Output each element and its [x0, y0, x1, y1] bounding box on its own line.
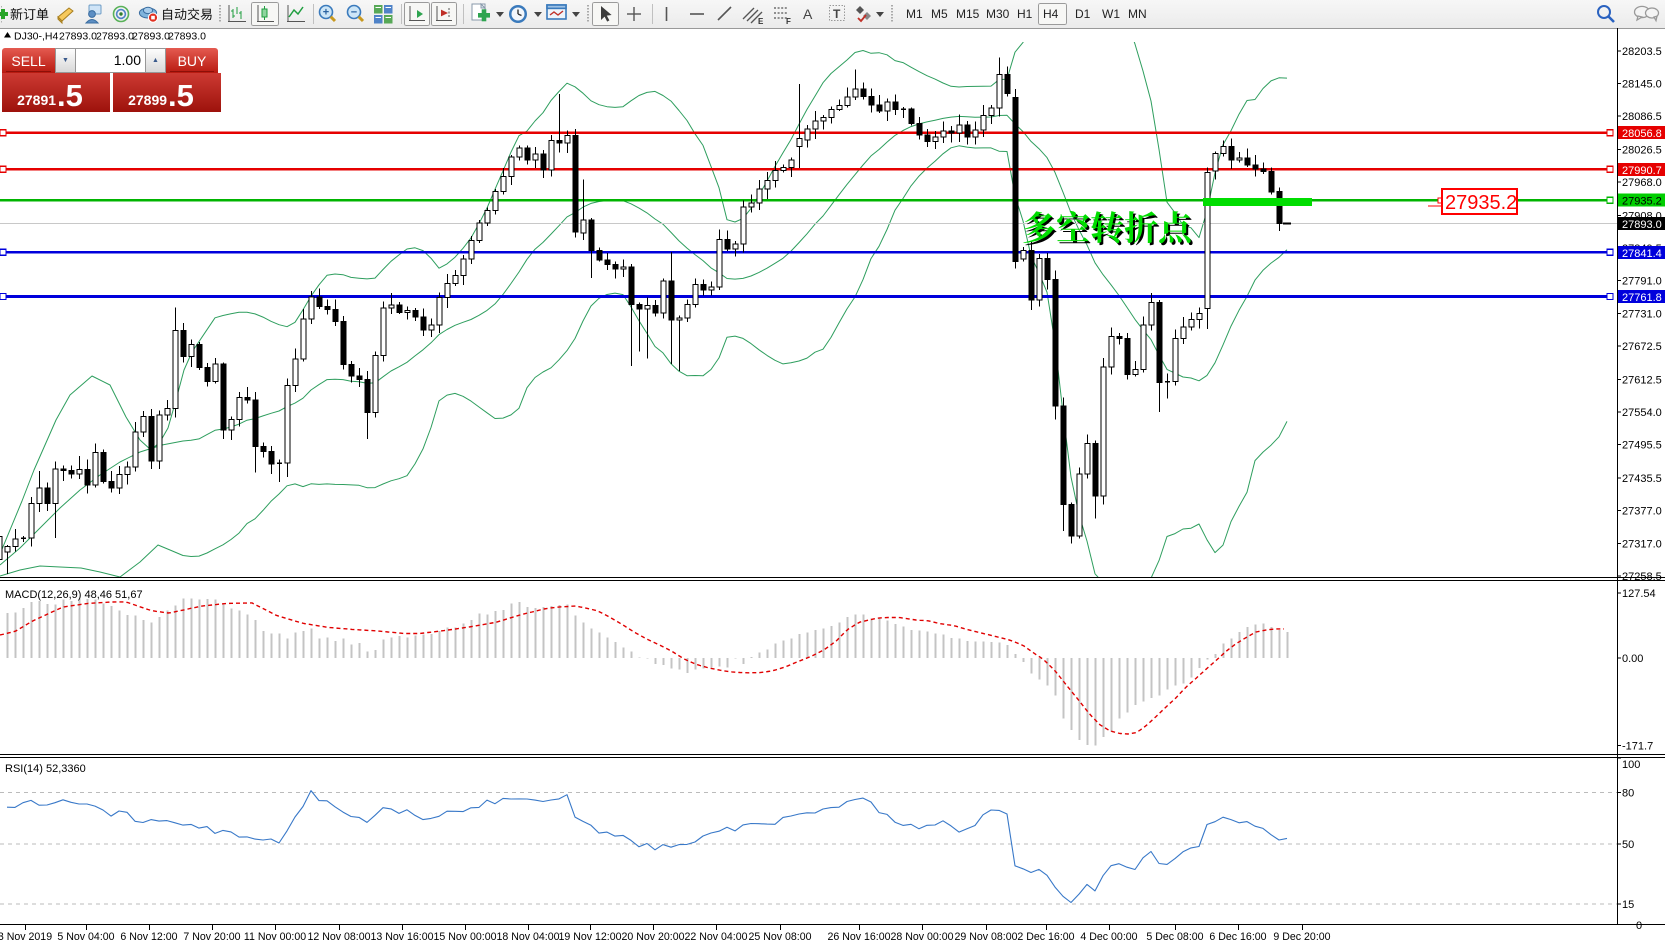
- svg-text:27935.2: 27935.2: [1622, 196, 1662, 208]
- svg-text:11 Nov 00:00: 11 Nov 00:00: [244, 931, 306, 943]
- svg-text:27968.0: 27968.0: [1622, 177, 1662, 189]
- svg-text:18 Nov 04:00: 18 Nov 04:00: [496, 931, 559, 943]
- svg-text:4 Dec 00:00: 4 Dec 00:00: [1080, 931, 1137, 943]
- svg-text:27554.0: 27554.0: [1622, 407, 1662, 419]
- svg-text:28086.5: 28086.5: [1622, 111, 1662, 123]
- svg-text:27612.5: 27612.5: [1622, 374, 1662, 386]
- svg-text:27893.0: 27893.0: [132, 31, 170, 43]
- svg-text:F: F: [786, 17, 791, 26]
- svg-text:0.00: 0.00: [1622, 653, 1643, 665]
- svg-text:19 Nov 12:00: 19 Nov 12:00: [558, 931, 621, 943]
- svg-text:27761.8: 27761.8: [1622, 292, 1662, 304]
- svg-text:27893.0: 27893.0: [1622, 219, 1662, 231]
- svg-text:E: E: [758, 17, 764, 26]
- svg-text:DJ30-,H4: DJ30-,H4: [14, 31, 59, 43]
- svg-text:T: T: [833, 7, 841, 21]
- svg-text:28056.8: 28056.8: [1622, 128, 1662, 140]
- svg-text:H4: H4: [1043, 7, 1059, 21]
- svg-text:M5: M5: [931, 7, 948, 21]
- svg-text:−: −: [351, 7, 357, 19]
- svg-text:28 Nov 00:00: 28 Nov 00:00: [890, 931, 953, 943]
- svg-text:5 Dec 08:00: 5 Dec 08:00: [1146, 931, 1203, 943]
- svg-text:6 Dec 16:00: 6 Dec 16:00: [1209, 931, 1266, 943]
- svg-text:27935.2: 27935.2: [1445, 192, 1517, 214]
- svg-text:6 Nov 12:00: 6 Nov 12:00: [120, 931, 177, 943]
- svg-text:100: 100: [1622, 759, 1640, 771]
- svg-text:27841.4: 27841.4: [1622, 248, 1662, 260]
- svg-text:0: 0: [1636, 920, 1642, 932]
- svg-text:15 Nov 00:00: 15 Nov 00:00: [433, 931, 496, 943]
- svg-text:27731.0: 27731.0: [1622, 309, 1662, 321]
- svg-text:RSI(14) 52,3360: RSI(14) 52,3360: [5, 763, 86, 775]
- svg-text:M15: M15: [956, 7, 980, 21]
- svg-text:20 Nov 20:00: 20 Nov 20:00: [621, 931, 684, 943]
- svg-text:127.54: 127.54: [1622, 588, 1656, 600]
- svg-text:M30: M30: [986, 7, 1010, 21]
- svg-text:+: +: [323, 7, 329, 19]
- svg-text:13 Nov 16:00: 13 Nov 16:00: [370, 931, 433, 943]
- svg-text:25 Nov 08:00: 25 Nov 08:00: [748, 931, 811, 943]
- svg-text:15: 15: [1622, 899, 1634, 911]
- svg-text:27990.7: 27990.7: [1622, 165, 1662, 177]
- svg-text:27672.5: 27672.5: [1622, 341, 1662, 353]
- svg-text:50: 50: [1622, 839, 1634, 851]
- svg-text:28026.5: 28026.5: [1622, 144, 1662, 156]
- svg-text:27377.0: 27377.0: [1622, 505, 1662, 517]
- svg-text:22 Nov 04:00: 22 Nov 04:00: [684, 931, 747, 943]
- svg-text:3 Nov 2019: 3 Nov 2019: [0, 931, 52, 943]
- svg-text:27791.0: 27791.0: [1622, 275, 1662, 287]
- svg-text:27435.5: 27435.5: [1622, 473, 1662, 485]
- svg-text:A: A: [803, 6, 813, 22]
- svg-text:D1: D1: [1075, 7, 1091, 21]
- svg-text:H1: H1: [1017, 7, 1033, 21]
- svg-text:5 Nov 04:00: 5 Nov 04:00: [57, 931, 114, 943]
- svg-text:MACD(12,26,9) 48,46 51,67: MACD(12,26,9) 48,46 51,67: [5, 589, 143, 601]
- svg-text:2 Dec 16:00: 2 Dec 16:00: [1017, 931, 1074, 943]
- svg-text:27495.5: 27495.5: [1622, 440, 1662, 452]
- svg-text:27317.0: 27317.0: [1622, 539, 1662, 551]
- svg-text:12 Nov 08:00: 12 Nov 08:00: [307, 931, 370, 943]
- svg-text:9 Dec 20:00: 9 Dec 20:00: [1273, 931, 1330, 943]
- svg-text:28145.0: 28145.0: [1622, 79, 1662, 91]
- svg-text:-171.7: -171.7: [1622, 741, 1653, 753]
- svg-text:27893.0: 27893.0: [168, 31, 206, 43]
- svg-text:27893.0: 27893.0: [59, 31, 97, 43]
- svg-text:W1: W1: [1102, 7, 1120, 21]
- svg-text:MN: MN: [1128, 7, 1147, 21]
- svg-text:80: 80: [1622, 787, 1634, 799]
- svg-text:26 Nov 16:00: 26 Nov 16:00: [827, 931, 890, 943]
- svg-text:7 Nov 20:00: 7 Nov 20:00: [183, 931, 240, 943]
- svg-text:M1: M1: [906, 7, 923, 21]
- svg-text:28203.5: 28203.5: [1622, 46, 1662, 58]
- svg-text:27893.0: 27893.0: [96, 31, 134, 43]
- svg-text:29 Nov 08:00: 29 Nov 08:00: [954, 931, 1017, 943]
